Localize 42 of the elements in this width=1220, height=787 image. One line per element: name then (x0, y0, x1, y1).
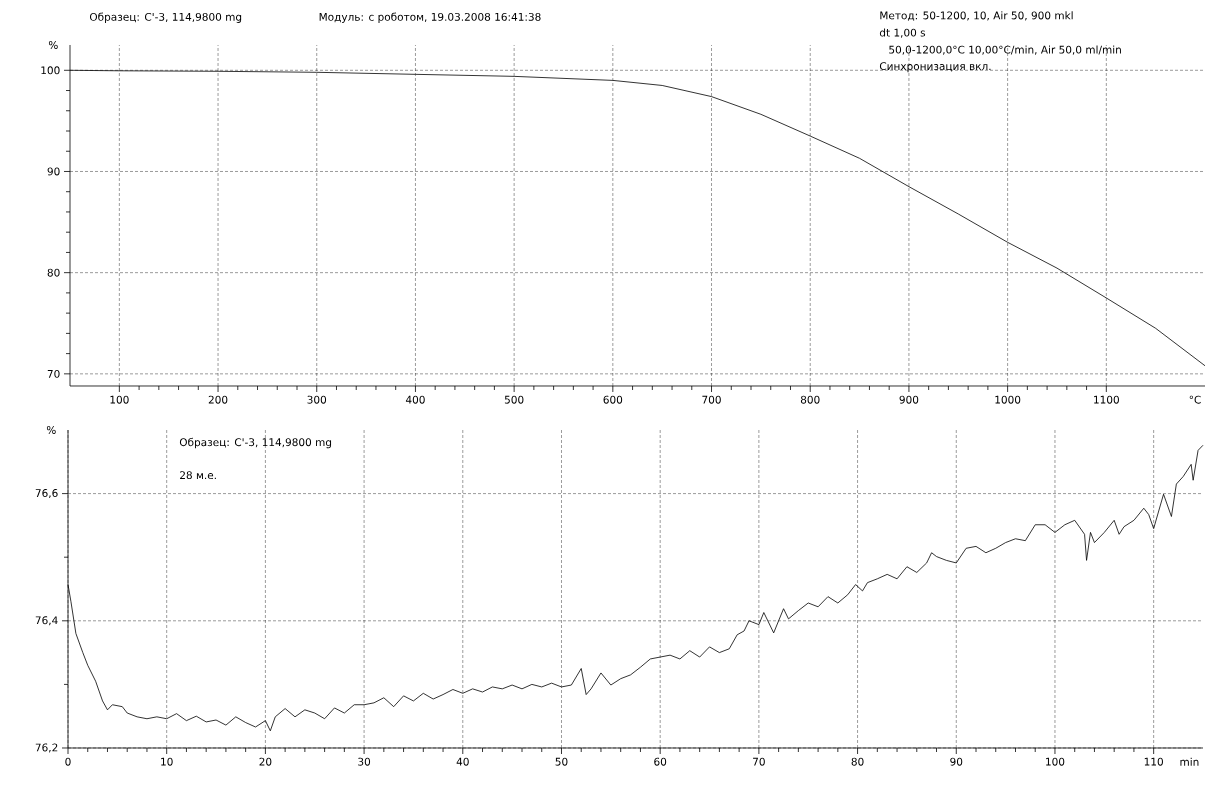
y-tick-label: 100 (41, 66, 60, 75)
y-tick-label: 80 (47, 268, 60, 277)
x-tick-label: 10 (161, 757, 173, 766)
x-tick-label: 60 (654, 757, 667, 766)
y-axis-title: % (48, 41, 58, 49)
x-tick-label: 300 (307, 395, 327, 404)
x-tick-label: 30 (358, 757, 371, 766)
annotation: Образец: C'-3, 114,9800 mg (179, 437, 332, 449)
x-tick-label: 20 (259, 757, 272, 766)
x-tick-label: 100 (110, 395, 129, 404)
x-tick-label: 90 (950, 757, 963, 766)
x-tick-label: 1000 (995, 395, 1021, 404)
x-tick-label: 1100 (1094, 395, 1119, 404)
x-tick-label: 40 (456, 757, 469, 766)
x-axis-title: °C (1189, 395, 1201, 404)
x-tick-label: 70 (753, 757, 765, 766)
y-tick-label: 90 (47, 167, 60, 176)
x-tick-label: 700 (702, 395, 721, 404)
x-tick-label: 80 (851, 757, 864, 766)
y-axis-title: % (46, 426, 56, 434)
text: dt 1,00 s (879, 28, 926, 38)
y-tick-label: 76,2 (35, 743, 58, 753)
x-tick-label: 400 (405, 395, 425, 404)
x-tick-label: 110 (1144, 757, 1163, 766)
y-tick-label: 76,6 (35, 489, 58, 499)
text: Метод: 50-1200, 10, Air 50, 900 mkl (880, 11, 1073, 21)
x-tick-label: 600 (603, 395, 623, 404)
x-tick-label: 100 (1046, 757, 1065, 766)
annotation: 50,0-1200,0°C 10,00°C/min, Air 50,0 ml/min (889, 45, 1121, 55)
x-tick-label: 200 (208, 395, 228, 404)
x-tick-label: 50 (555, 757, 568, 766)
x-tick-label: 500 (504, 395, 524, 404)
text: Образец: C'-3, 114,9800 mg (89, 12, 242, 23)
annotation: Синхронизация вкл. (879, 62, 991, 73)
x-tick-label: 800 (800, 395, 820, 404)
annotation: 28 м.е. (180, 471, 216, 480)
x-tick-label: 0 (65, 757, 71, 766)
y-tick-label: 76,4 (35, 616, 58, 626)
x-axis-title: min (1180, 757, 1199, 766)
x-tick-label: 900 (899, 395, 919, 404)
y-tick-label: 70 (47, 369, 60, 378)
text: Модуль: с роботом, 19.03.2008 16:41:38 (319, 12, 541, 23)
